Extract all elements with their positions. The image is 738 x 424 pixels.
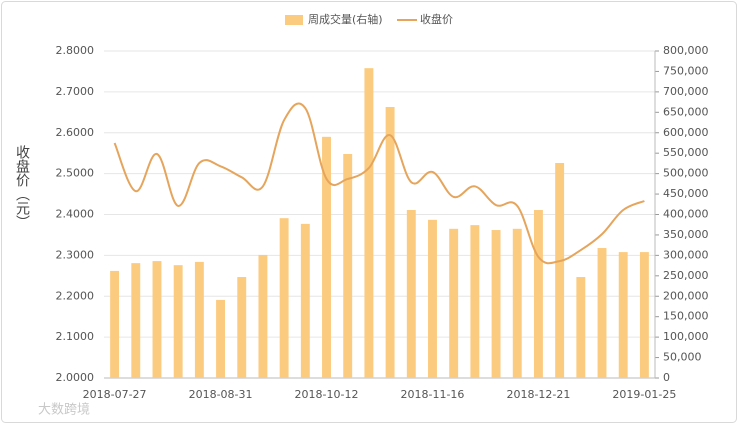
y2-tick-label: 250,000: [663, 269, 709, 282]
y-tick-label: 2.4000: [56, 208, 95, 221]
y2-tick-label: 200,000: [663, 289, 709, 302]
legend-swatch: [285, 15, 303, 25]
bar: [258, 254, 268, 378]
x-tick-label: 2018-07-27: [83, 388, 147, 401]
y-tick-label: 2.7000: [56, 85, 95, 98]
bar: [533, 210, 543, 378]
y-tick-label: 2.8000: [56, 44, 95, 57]
bar: [385, 106, 395, 378]
bar: [364, 68, 374, 378]
y2-tick-label: 750,000: [663, 64, 709, 77]
x-tick-label: 2019-01-25: [612, 388, 676, 401]
y2-tick-label: 0: [663, 371, 670, 384]
y-tick-label: 2.2000: [56, 289, 95, 302]
x-tick-label: 2018-10-12: [295, 388, 359, 401]
y2-tick-label: 650,000: [663, 105, 709, 118]
bar: [131, 263, 141, 378]
y2-tick-label: 450,000: [663, 187, 709, 200]
bar: [322, 136, 331, 378]
y-tick-label: 2.1000: [56, 330, 95, 343]
x-tick-label: 2018-08-31: [189, 388, 253, 401]
bar: [343, 154, 353, 378]
y-tick-label: 2.3000: [56, 248, 95, 261]
y2-tick-label: 300,000: [663, 248, 709, 261]
y-tick-label: 2.5000: [56, 167, 95, 180]
x-tick-label: 2018-11-16: [401, 388, 465, 401]
y2-tick-label: 700,000: [663, 85, 709, 98]
line: [113, 102, 645, 265]
legend-label: 收盘价: [420, 12, 453, 26]
y2-tick-label: 550,000: [663, 146, 709, 159]
legend-label: 周成交量(右轴): [308, 12, 383, 26]
bar: [597, 248, 607, 378]
bar: [470, 225, 480, 378]
y-axis-label: 收盘价（元）: [14, 145, 30, 229]
bar: [216, 299, 226, 378]
bar: [555, 162, 565, 378]
watermark: 大数跨境: [38, 403, 90, 418]
y-tick-label: 2.6000: [56, 126, 95, 139]
bar: [110, 270, 120, 378]
bar: [173, 265, 183, 378]
y2-tick-label: 350,000: [663, 228, 709, 241]
bar: [406, 210, 416, 378]
y-tick-label: 2.0000: [56, 371, 95, 384]
bar: [300, 223, 310, 378]
y2-tick-label: 100,000: [663, 330, 709, 343]
bar: [449, 228, 459, 378]
bar: [428, 219, 437, 378]
y2-tick-label: 150,000: [663, 310, 709, 323]
bar: [194, 261, 204, 378]
bar: [639, 252, 649, 378]
y2-tick-label: 50,000: [663, 351, 702, 364]
bar: [237, 277, 247, 378]
bar: [512, 228, 522, 378]
bar: [152, 261, 162, 378]
y2-tick-label: 400,000: [663, 208, 709, 221]
y2-tick-label: 800,000: [663, 44, 709, 57]
x-tick-label: 2018-12-21: [506, 388, 570, 401]
bar: [618, 252, 628, 378]
y2-tick-label: 600,000: [663, 126, 709, 139]
y2-tick-label: 500,000: [663, 167, 709, 180]
bar: [279, 218, 289, 378]
bar: [491, 230, 501, 378]
bar: [576, 277, 586, 378]
